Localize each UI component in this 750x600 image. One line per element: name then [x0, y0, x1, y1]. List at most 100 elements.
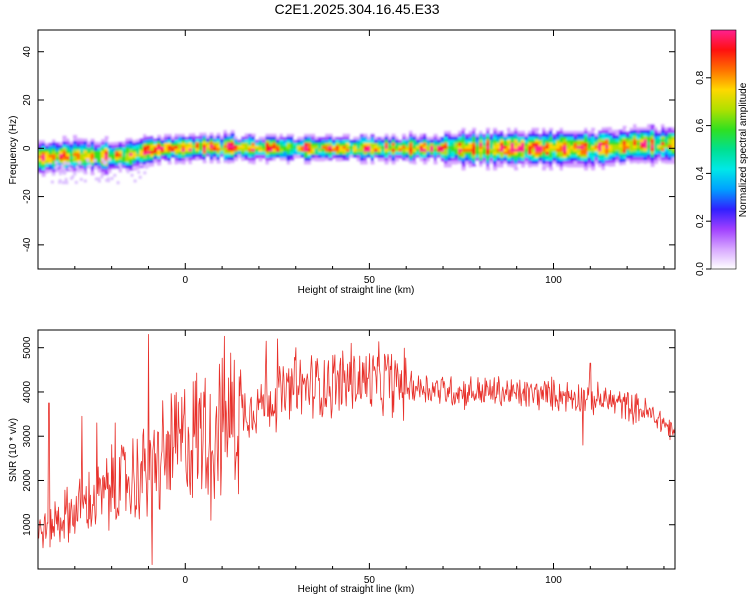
spectrogram-cell — [276, 148, 281, 153]
spectrogram-cell — [87, 168, 92, 173]
spectrogram-cell — [118, 147, 123, 152]
spectrogram-cell — [45, 148, 50, 153]
spectrogram-cell — [223, 142, 228, 146]
spectrogram-cell — [531, 160, 536, 165]
spectrogram-cell — [447, 151, 452, 156]
spectrogram-cell — [559, 133, 564, 138]
spectrogram-cell — [619, 129, 624, 133]
spectrogram-cell — [230, 136, 235, 140]
spectrogram-cell — [69, 162, 74, 166]
spectrogram-cell — [63, 161, 67, 165]
spectrogram-cell — [559, 127, 564, 132]
spectrogram-cell — [573, 163, 578, 168]
spectrogram-cell — [328, 145, 333, 150]
spectrogram-cell — [566, 130, 571, 135]
spectrogram-cell — [76, 147, 81, 151]
spectrogram-cell — [360, 145, 365, 150]
spectrogram-cell — [118, 138, 123, 143]
spectrogram-cell — [80, 144, 85, 148]
spectrogram-cell — [493, 139, 498, 144]
spectrogram-cell — [566, 133, 571, 138]
spectrogram-cell — [314, 136, 319, 141]
spectrogram-cell — [461, 160, 466, 165]
spectrogram-cell — [601, 145, 606, 149]
spectrogram-cell — [608, 160, 613, 164]
spectrogram-cell — [244, 142, 249, 147]
spectrogram-cell — [636, 145, 641, 149]
colorbar-tick-label: 0.8 — [695, 70, 706, 84]
spectrogram-cell — [41, 140, 46, 144]
spectrogram-cell — [454, 151, 459, 156]
spectrogram-cell — [195, 145, 200, 149]
spectrogram-cell — [356, 139, 361, 144]
spectrogram-cell — [661, 151, 666, 155]
spectrogram-cell — [598, 151, 603, 155]
spectrogram-cell — [223, 160, 228, 164]
spectrogram-cell — [283, 136, 288, 141]
spectrogram-cell — [129, 137, 134, 142]
spectrogram-cell — [202, 150, 207, 155]
spectrogram-cell — [314, 151, 319, 156]
spectrogram-cell — [307, 136, 312, 141]
spectrogram-cell — [192, 148, 197, 152]
spectrogram-cell — [227, 133, 232, 137]
spectrogram-cell — [153, 150, 158, 154]
spectrogram-cell — [332, 145, 337, 150]
spectrogram-cell — [388, 154, 393, 159]
spectrogram-cell — [318, 133, 323, 138]
spectrogram-cell — [482, 157, 487, 162]
spectrogram-cell — [199, 144, 204, 149]
spectrogram-cell — [65, 181, 69, 185]
spectrogram-cell — [559, 166, 564, 171]
spectrogram-cell — [647, 145, 652, 149]
spectrogram-cell — [405, 136, 410, 141]
spectrogram-cell — [493, 148, 498, 153]
spectrogram-cell — [500, 133, 505, 138]
spectrogram-cell — [286, 136, 291, 141]
spectrogram-cell — [45, 142, 50, 147]
spectrogram-cell — [549, 124, 554, 129]
spectrogram-cell — [279, 139, 284, 144]
spectrogram-cell — [444, 157, 449, 162]
spectrogram-cell — [150, 132, 155, 137]
spectrogram-cell — [545, 127, 550, 132]
spectrogram-cell — [486, 139, 491, 144]
spectrogram-cell — [241, 151, 246, 155]
spectrogram-cell — [94, 166, 98, 170]
spectrogram-cell — [370, 136, 375, 141]
spectrogram-cell — [633, 130, 638, 134]
spectrogram-cell — [199, 159, 204, 164]
spectrogram-cell — [615, 150, 620, 155]
spectrogram-cell — [223, 163, 228, 167]
spectrogram-cell — [661, 139, 666, 143]
spectrogram-cell — [489, 157, 494, 162]
spectrogram-cell — [472, 151, 477, 156]
spectrogram-cell — [384, 160, 389, 165]
spectrogram-cell — [143, 158, 148, 162]
spectrogram-cell — [100, 175, 104, 179]
spectrogram-cell — [206, 141, 211, 146]
spectrogram-cell — [591, 133, 596, 138]
spectrogram-cell — [73, 144, 78, 148]
spectrogram-cell — [587, 151, 592, 156]
spectrogram-cell — [608, 154, 613, 158]
spectrogram-cell — [76, 150, 81, 154]
spectrogram-cell — [468, 136, 473, 141]
spectrogram-cell — [381, 157, 386, 162]
spectrogram-cell — [41, 158, 46, 162]
spectrogram-cell — [629, 145, 634, 150]
colorbar-tick-label: 0.4 — [695, 166, 706, 180]
spectrogram-cell — [216, 150, 221, 155]
spectrogram-cell — [650, 133, 655, 137]
spectrogram-cell — [657, 154, 662, 158]
snr-y-tick-label: 1000 — [22, 513, 33, 536]
spectrogram-cell — [447, 163, 452, 168]
spectrogram-cell — [272, 142, 277, 147]
spectrogram-cell — [654, 154, 659, 158]
spectrogram-cell — [542, 166, 547, 171]
spectrogram-cell — [104, 148, 109, 152]
spectrogram-cell — [325, 142, 330, 147]
spectrogram-cell — [38, 164, 43, 168]
spectrogram-cell — [83, 135, 88, 139]
